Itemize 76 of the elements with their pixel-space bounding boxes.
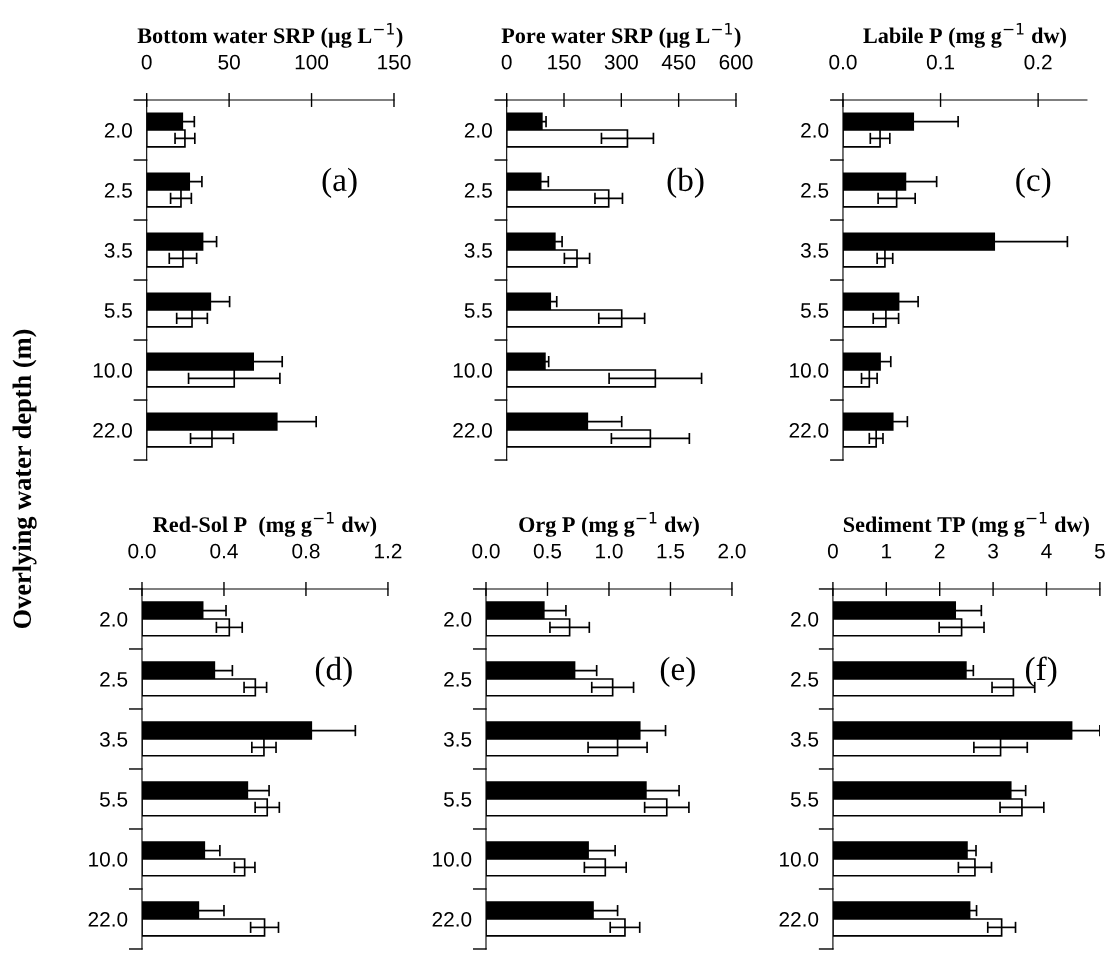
y-tick-label: 22.0 xyxy=(779,911,819,927)
y-tick-label: 5.5 xyxy=(443,792,472,807)
y-tick-label: 2.5 xyxy=(464,183,492,198)
annotation: (c) xyxy=(1016,167,1051,198)
y-tick-label: 10.0 xyxy=(790,363,829,378)
x-tick-label: 450 xyxy=(661,54,696,70)
x-tick-label: 1.5 xyxy=(657,543,685,559)
x-tick-label: 0 xyxy=(501,54,512,70)
y-tick-label: 22.0 xyxy=(789,423,829,438)
x-tick-label: 4 xyxy=(1041,543,1052,559)
x-axis-title: Pore water SRP (µg L$^{−1}$) xyxy=(501,23,741,48)
x-tick-label: 50 xyxy=(218,54,240,70)
annotation: (f) xyxy=(1025,656,1057,688)
annotation: (a) xyxy=(322,167,357,198)
y-tick-label: 5.5 xyxy=(464,303,492,318)
x-tick-label: 0.0 xyxy=(128,543,156,559)
y-tick-label: 22.0 xyxy=(453,423,492,438)
y-tick-label: 3.5 xyxy=(790,731,819,747)
x-axis-title: Sediment TP (mg g$^{−1}$ dw) xyxy=(843,512,1089,537)
x-tick-label: 1.0 xyxy=(596,543,623,559)
x-tick-label: 1 xyxy=(882,543,892,559)
y-tick-label: 10.0 xyxy=(453,363,492,378)
annotation: (b) xyxy=(667,167,704,198)
y-tick-label: 2.5 xyxy=(100,671,128,687)
y-tick-label: 2.5 xyxy=(801,183,829,198)
x-tick-label: 300 xyxy=(604,54,638,70)
y-tick-label: 2.0 xyxy=(444,611,472,627)
x-tick-label: 0.1 xyxy=(926,54,955,70)
x-axis-title: Bottom water SRP (µg L$^{−1}$) xyxy=(137,23,403,48)
y-tick-label: 10.0 xyxy=(780,851,819,867)
x-tick-label: 0 xyxy=(827,543,838,559)
x-tick-label: 0.5 xyxy=(533,543,562,559)
annotation: (e) xyxy=(660,656,695,687)
y-tick-label: 2.0 xyxy=(100,611,128,627)
y-tick-label: 2.5 xyxy=(104,183,132,198)
annotation: (d) xyxy=(315,656,352,687)
x-axis-title: Red-Sol P (mg g$^{−1}$ dw) xyxy=(153,512,377,537)
y-tick-label: 2.0 xyxy=(104,123,132,138)
x-tick-label: 1.2 xyxy=(375,543,402,559)
x-tick-label: 0.4 xyxy=(210,543,238,559)
x-tick-label: 5 xyxy=(1094,543,1105,559)
y-tick-label: 10.0 xyxy=(93,363,132,378)
y-tick-label: 22.0 xyxy=(88,911,128,927)
x-tick-label: 600 xyxy=(719,54,753,70)
x-axis-title: Labile P (mg g$^{−1}$ dw) xyxy=(863,23,1066,48)
x-tick-label: 0.8 xyxy=(292,543,320,559)
y-tick-label: 2.0 xyxy=(801,123,829,138)
x-tick-label: 150 xyxy=(548,54,581,70)
x-tick-label: 3 xyxy=(988,543,998,559)
y-tick-label: 2.5 xyxy=(791,671,819,687)
y-tick-label: 5.5 xyxy=(104,303,132,318)
y-tick-label: 5.5 xyxy=(99,792,128,807)
x-tick-label: 0.2 xyxy=(1024,54,1052,70)
x-tick-label: 150 xyxy=(378,54,411,70)
y-tick-label: 3.5 xyxy=(443,731,472,747)
y-tick-label: 3.5 xyxy=(104,243,132,258)
x-tick-label: 2.0 xyxy=(718,543,746,559)
y-tick-label: 22.0 xyxy=(432,911,472,927)
x-tick-label: 2 xyxy=(934,543,945,559)
y-tick-label: 3.5 xyxy=(464,243,492,258)
x-tick-label: 100 xyxy=(295,54,329,70)
y-tick-label: 2.0 xyxy=(791,611,819,627)
x-tick-label: 0 xyxy=(141,54,152,70)
x-tick-label: 0.0 xyxy=(829,54,857,70)
y-axis-title: Overlying water depth (m) xyxy=(12,329,37,629)
y-tick-label: 5.5 xyxy=(800,303,829,318)
y-tick-label: 3.5 xyxy=(800,243,829,258)
y-tick-label: 3.5 xyxy=(99,731,128,747)
y-tick-label: 10.0 xyxy=(89,851,128,867)
y-tick-label: 5.5 xyxy=(790,792,819,807)
x-tick-label: 0.0 xyxy=(472,543,500,559)
y-tick-label: 2.5 xyxy=(444,671,472,687)
y-tick-label: 2.0 xyxy=(464,123,492,138)
x-axis-title: Org P (mg g$^{−1}$ dw) xyxy=(519,512,699,537)
y-tick-label: 22.0 xyxy=(93,423,132,438)
y-tick-label: 10.0 xyxy=(433,851,472,867)
